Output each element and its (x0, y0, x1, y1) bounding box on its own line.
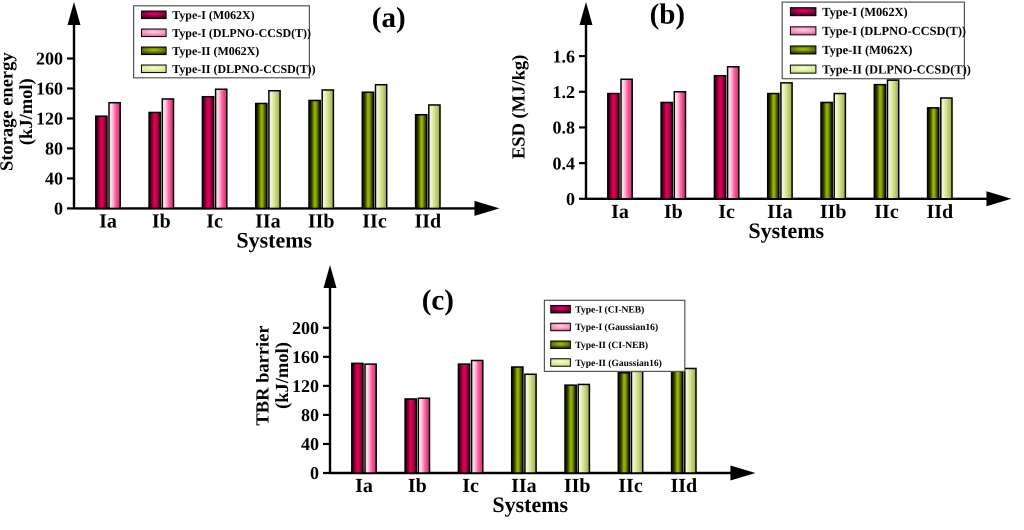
svg-text:40: 40 (301, 434, 319, 454)
svg-text:Ic: Ic (718, 201, 735, 223)
svg-text:80: 80 (301, 405, 319, 425)
svg-text:200: 200 (292, 318, 319, 338)
svg-text:(a): (a) (372, 2, 406, 34)
svg-text:Ib: Ib (152, 210, 171, 232)
svg-text:IId: IId (670, 475, 697, 497)
svg-text:Ib: Ib (664, 201, 683, 223)
svg-text:Ia: Ia (611, 201, 629, 223)
svg-text:Type-II (DLPNO-CCSD(T)): Type-II (DLPNO-CCSD(T)) (172, 62, 315, 76)
svg-text:0.4: 0.4 (553, 153, 576, 173)
svg-text:ESD (MJ/kg): ESD (MJ/kg) (509, 55, 529, 159)
svg-text:Type-I (CI-NEB): Type-I (CI-NEB) (575, 304, 644, 315)
svg-text:Type-II (M062X): Type-II (M062X) (172, 44, 259, 58)
svg-text:Systems: Systems (748, 218, 824, 243)
svg-text:IId: IId (926, 201, 953, 223)
svg-text:Systems: Systems (236, 227, 312, 252)
svg-text:Ib: Ib (408, 475, 427, 497)
svg-text:0: 0 (310, 463, 319, 483)
svg-text:Ia: Ia (355, 475, 373, 497)
svg-text:80: 80 (45, 139, 63, 159)
svg-text:120: 120 (292, 376, 319, 396)
svg-text:120: 120 (36, 109, 63, 129)
svg-text:1.6: 1.6 (553, 46, 576, 66)
svg-text:Ia: Ia (99, 210, 117, 232)
svg-text:(kJ/mol): (kJ/mol) (273, 342, 293, 409)
svg-text:0.8: 0.8 (553, 118, 576, 138)
svg-text:Ic: Ic (206, 210, 223, 232)
svg-text:Type-II (DLPNO-CCSD(T)): Type-II (DLPNO-CCSD(T)) (822, 62, 971, 76)
svg-text:TBR barrier: TBR barrier (253, 325, 273, 425)
svg-text:40: 40 (45, 169, 63, 189)
svg-text:(c): (c) (422, 285, 454, 317)
svg-text:Storage energy: Storage energy (0, 52, 17, 171)
svg-text:IIc: IIc (362, 210, 387, 232)
svg-text:IId: IId (414, 210, 441, 232)
svg-text:200: 200 (36, 49, 63, 69)
svg-text:Type-I (M062X): Type-I (M062X) (172, 8, 254, 22)
svg-text:Type-I (DLPNO-CCSD(T)): Type-I (DLPNO-CCSD(T)) (172, 26, 311, 40)
svg-text:IIc: IIc (618, 475, 643, 497)
svg-text:Type-II (M062X): Type-II (M062X) (822, 43, 912, 57)
svg-text:Type-I (DLPNO-CCSD(T)): Type-I (DLPNO-CCSD(T)) (822, 24, 966, 38)
svg-text:IIc: IIc (874, 201, 899, 223)
svg-text:(b): (b) (650, 0, 685, 30)
svg-text:Type-II (Gaussian16): Type-II (Gaussian16) (575, 358, 662, 369)
svg-text:Type-I (Gaussian16): Type-I (Gaussian16) (575, 322, 658, 333)
svg-text:0: 0 (566, 189, 575, 209)
svg-text:Ic: Ic (462, 475, 479, 497)
svg-text:(kJ/mol): (kJ/mol) (17, 78, 37, 145)
svg-text:1.2: 1.2 (553, 82, 576, 102)
svg-text:Type-II (CI-NEB): Type-II (CI-NEB) (575, 340, 648, 351)
svg-text:Systems: Systems (492, 492, 568, 517)
svg-text:Type-I (M062X): Type-I (M062X) (822, 5, 907, 19)
svg-text:0: 0 (54, 199, 63, 219)
svg-text:160: 160 (36, 79, 63, 99)
svg-text:160: 160 (292, 347, 319, 367)
